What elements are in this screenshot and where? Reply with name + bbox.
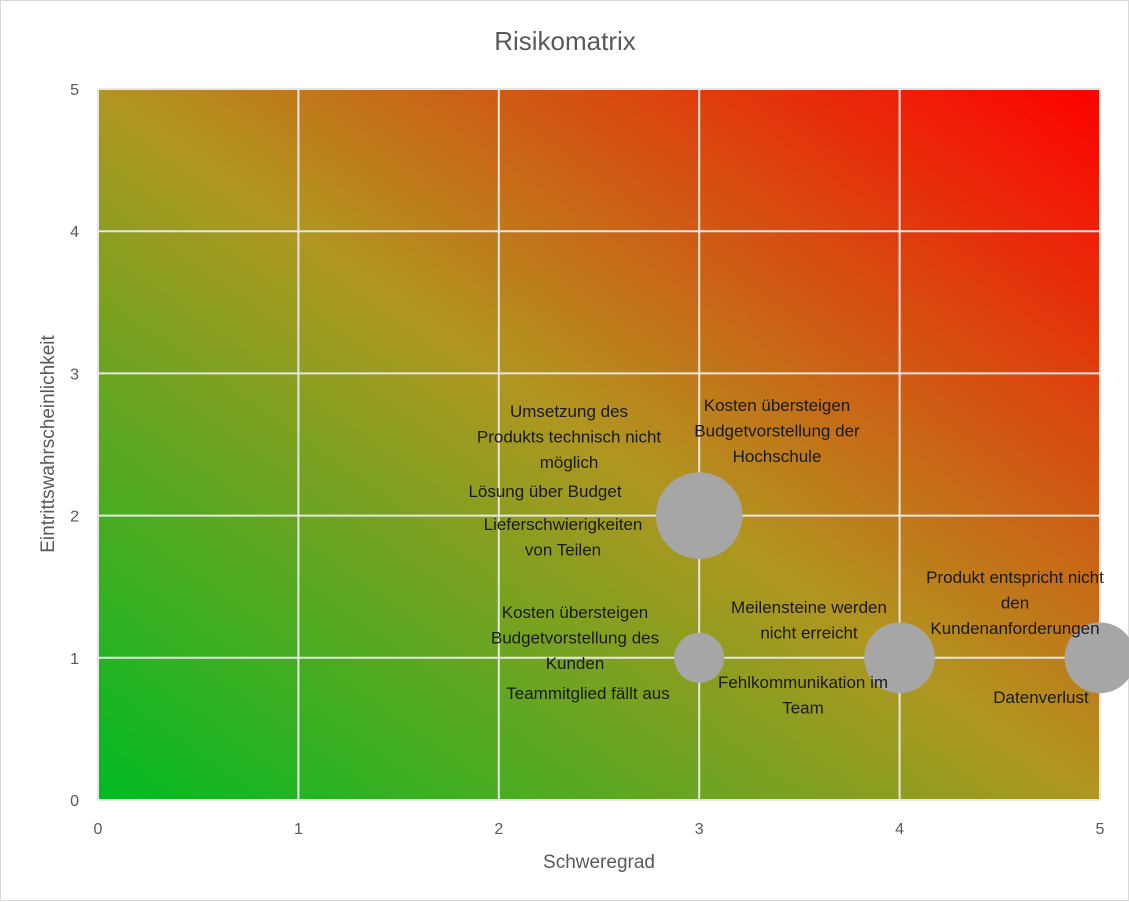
- y-tick-label: 2: [70, 509, 79, 526]
- data-label-line: Produkts technisch nicht: [477, 428, 662, 447]
- data-label: Produkt entspricht nicht den Kundenanforde…: [926, 568, 1104, 638]
- y-tick-label: 3: [70, 366, 79, 383]
- data-label-line: nicht erreicht: [760, 624, 858, 643]
- plot-area: [98, 89, 1100, 800]
- data-label-line: Kundenanforderungen: [930, 619, 1099, 638]
- data-label-line: Budgetvorstellung der: [694, 422, 860, 441]
- x-tick-label: 5: [1096, 821, 1105, 838]
- data-label-line: Kosten übersteigen: [502, 603, 649, 622]
- gridlines: [97, 88, 1101, 801]
- data-label-line: Lieferschwierigkeiten: [484, 515, 643, 534]
- x-tick-label: 2: [494, 821, 503, 838]
- x-tick-label: 1: [294, 821, 303, 838]
- bubble: [1064, 622, 1129, 694]
- data-label-line: Kosten übersteigen: [704, 396, 851, 415]
- y-tick-label: 4: [70, 224, 79, 241]
- data-label-line: Fehlkommunikation im: [718, 673, 888, 692]
- bubble: [864, 622, 935, 694]
- x-axis-ticks: 0 1 2 3 4 5: [94, 821, 1105, 838]
- y-tick-label: 5: [70, 82, 79, 99]
- data-label-line: möglich: [540, 453, 599, 472]
- data-label-line: Umsetzung des: [510, 402, 628, 421]
- data-label: Lösung über Budget: [468, 482, 621, 501]
- y-axis-ticks: 0 1 2 3 4 5: [70, 82, 79, 810]
- data-label: Kosten übersteigen Budgetvorstellung der H…: [694, 396, 860, 466]
- x-tick-label: 3: [695, 821, 704, 838]
- data-label-line: Team: [782, 699, 824, 718]
- x-axis-title: Schweregrad: [543, 852, 655, 873]
- data-label-line: Produkt entspricht nicht: [926, 568, 1104, 587]
- data-label: Fehlkommunikation im Team: [718, 673, 888, 718]
- data-label-line: Hochschule: [733, 447, 822, 466]
- data-label-line: Kunden: [546, 654, 605, 673]
- data-label-line: Lösung über Budget: [468, 482, 621, 501]
- y-tick-label: 0: [70, 793, 79, 810]
- data-label: Kosten übersteigen Budgetvorstellung des K…: [491, 603, 659, 673]
- data-label: Umsetzung des Produkts technisch nicht mög…: [477, 402, 662, 472]
- chart-title: Risikomatrix: [494, 26, 636, 56]
- bubbles: [655, 472, 1129, 694]
- x-tick-label: 4: [895, 821, 904, 838]
- y-axis-title: Eintrittswahrscheinlichkeit: [38, 335, 59, 553]
- bubble: [674, 632, 725, 683]
- data-label-line: von Teilen: [525, 541, 601, 560]
- y-tick-label: 1: [70, 651, 79, 668]
- data-label: Lieferschwierigkeiten von Teilen: [484, 515, 643, 560]
- bubble: [655, 472, 743, 559]
- data-label-line: Teammitglied fällt aus: [506, 684, 669, 703]
- data-label: Datenverlust: [993, 688, 1089, 707]
- data-labels: Umsetzung des Produkts technisch nicht mög…: [468, 396, 1104, 718]
- data-label-line: Meilensteine werden: [731, 598, 887, 617]
- data-label-line: Datenverlust: [993, 688, 1089, 707]
- data-label-line: den: [1001, 594, 1029, 613]
- data-label: Meilensteine werden nicht erreicht: [731, 598, 887, 643]
- x-tick-label: 0: [94, 821, 103, 838]
- data-label: Teammitglied fällt aus: [506, 684, 669, 703]
- data-label-line: Budgetvorstellung des: [491, 629, 659, 648]
